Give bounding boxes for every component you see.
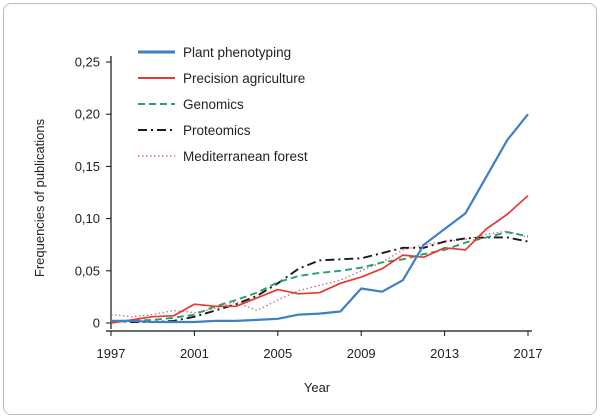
y-axis: 0 0,05 0,10 0,15 0,20 0,25: [75, 55, 112, 331]
chart-frame: [3, 3, 597, 415]
y-tick-label: 0,15: [75, 159, 100, 174]
x-tick-label: 2005: [263, 346, 292, 361]
series-line-genomics: [110, 231, 529, 323]
legend-label: Mediterranean forest: [183, 149, 308, 164]
x-tick-label: 1997: [97, 346, 126, 361]
y-tick-label: 0,10: [75, 211, 100, 226]
x-tick-label: 2013: [430, 346, 459, 361]
series-line-plant-phenotyping: [111, 113, 529, 324]
series-line-mediterranean-forest: [110, 230, 529, 318]
x-tick-label: 2001: [180, 346, 209, 361]
series-line-proteomics: [110, 236, 529, 323]
legend: Plant phenotyping Precision agriculture Ge…: [138, 45, 308, 164]
legend-label: Genomics: [183, 97, 244, 112]
x-tick-label: 2017: [514, 346, 543, 361]
y-axis-label: Frequencies of publications: [32, 118, 47, 277]
series-line-precision-agriculture: [110, 194, 529, 324]
legend-label: Proteomics: [183, 123, 251, 138]
legend-label: Precision agriculture: [183, 71, 305, 86]
legend-label: Plant phenotyping: [183, 45, 291, 60]
x-axis-label: Year: [304, 380, 331, 395]
y-tick-label: 0,25: [75, 55, 100, 70]
y-tick-label: 0,20: [75, 107, 100, 122]
x-axis: 1997 2001 2005 2009 2013 2017: [97, 330, 543, 361]
y-tick-label: 0,05: [75, 263, 100, 278]
y-tick-label: 0: [93, 316, 100, 331]
series-lines: [110, 113, 529, 324]
x-tick-label: 2009: [347, 346, 376, 361]
